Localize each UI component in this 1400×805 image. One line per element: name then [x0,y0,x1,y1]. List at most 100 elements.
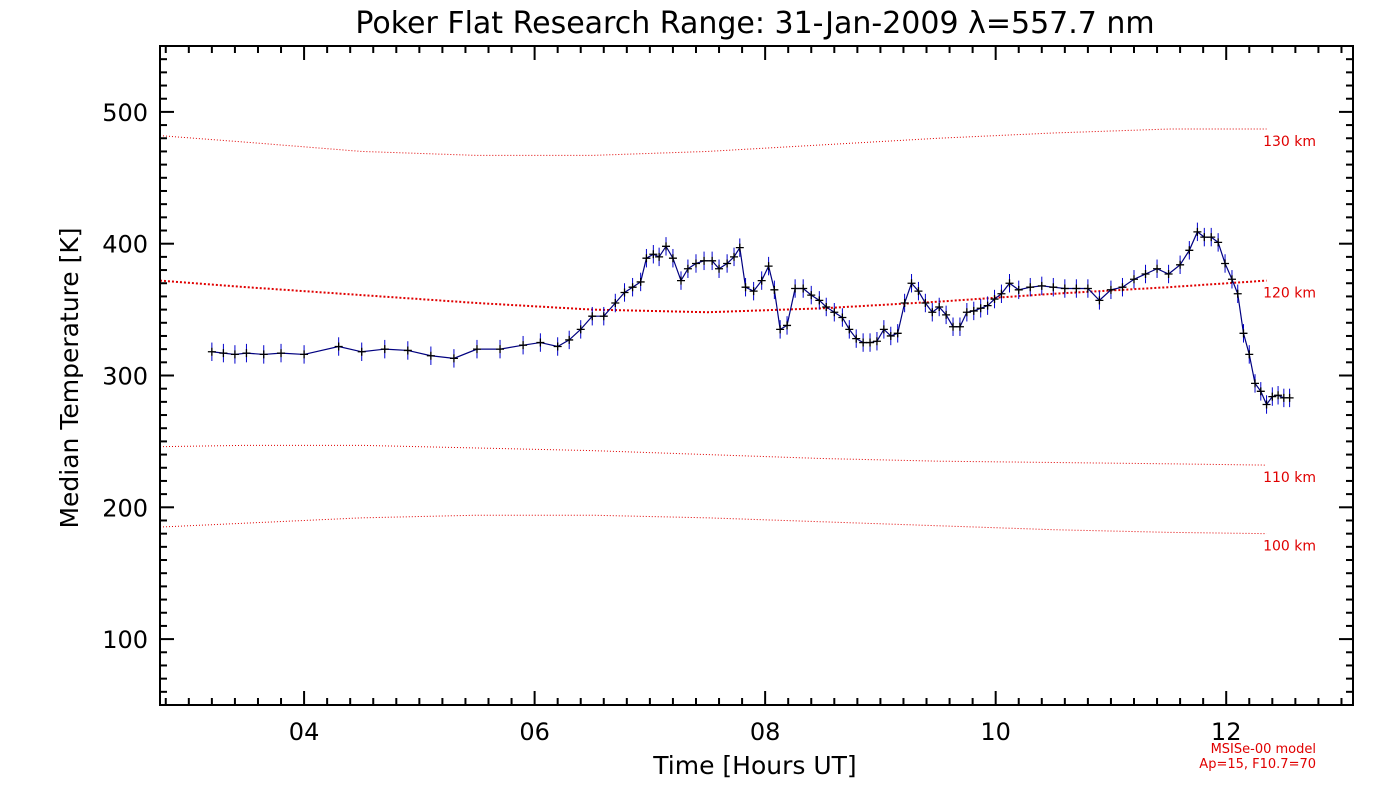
data-point [907,279,916,288]
data-point [636,277,645,286]
data-point [620,288,629,297]
data-point [799,284,808,293]
data-point [536,338,545,347]
data-point [983,301,992,310]
data-point [519,341,528,350]
data-point [1095,296,1104,305]
data-point [735,243,744,252]
data-point [886,331,895,340]
data-point [1037,281,1046,290]
data-point [976,304,985,313]
data-point [866,338,875,347]
data-point [872,337,881,346]
model-curves [159,128,1267,535]
model-label: 120 km [1263,286,1316,302]
y-tick-label: 300 [102,363,148,391]
data-point [230,350,239,359]
data-point [1256,387,1265,396]
data-point [859,338,868,347]
data-point [914,287,923,296]
data-point [691,259,700,268]
data-point [426,351,435,360]
x-tick-label: 04 [289,718,320,746]
data-point [1130,275,1138,284]
data-point [334,342,343,351]
data-point [1083,284,1092,293]
data-point [879,325,888,334]
data-point [1268,392,1277,401]
data-point [496,345,505,354]
data-point [1239,329,1248,338]
data-point [1200,233,1209,242]
data-point [1118,283,1127,292]
data-point [1176,260,1185,269]
data-point [757,276,766,285]
data-point [242,349,251,358]
data-point [893,329,902,338]
data-point [1262,400,1271,409]
data-point [588,312,597,321]
data-point [683,264,692,273]
data-point [969,306,978,315]
data-point [749,287,758,296]
data-point [1049,283,1058,292]
data-point [1221,259,1230,268]
data-point [928,308,937,317]
data-point [741,283,750,292]
data-point [576,325,585,334]
data-point [403,346,412,355]
data-point [1072,284,1081,293]
data-point [259,350,268,359]
data-point [642,254,651,263]
data-point [300,350,309,359]
data-point [1026,283,1035,292]
data-point [1227,275,1236,284]
data-point [1014,285,1023,294]
data-point [822,302,831,311]
x-tick-label: 12 [1211,718,1242,746]
y-tick-label: 400 [102,231,148,259]
data-series [207,222,1294,414]
data-point [1164,270,1173,279]
data-point [990,295,999,304]
plot-frame [159,45,1354,706]
y-tick-label: 500 [102,99,148,127]
model-label: 100 km [1263,539,1316,555]
data-point [472,345,481,354]
model-annotation-line1: MSISe-00 model [1211,742,1316,757]
data-point [997,289,1006,298]
axes [159,45,1354,706]
x-tick-label: 06 [519,718,550,746]
data-point [1193,227,1202,236]
data-point [1060,284,1069,293]
data-point [1141,270,1150,279]
series-line [211,230,1290,406]
data-point [277,349,286,358]
data-point [730,252,739,261]
model-curve-120-km [159,279,1267,314]
data-point [791,284,800,293]
data-point [935,302,944,311]
data-point [668,254,677,263]
data-point [649,250,658,259]
data-point [655,252,664,261]
data-point [900,299,909,308]
x-tick-label: 08 [750,718,781,746]
data-point [770,285,779,294]
y-axis-label: Median Temperature [K] [55,227,84,528]
data-point [949,322,958,331]
data-point [219,349,228,358]
data-point [1153,264,1162,273]
data-point [611,299,620,308]
data-point [807,291,816,300]
x-tick-label: 10 [980,718,1011,746]
data-point [1251,379,1260,388]
data-point [845,325,854,334]
data-point [1005,279,1014,288]
data-point [715,264,724,273]
data-point [677,276,686,285]
data-point [1233,289,1242,298]
data-point [852,334,861,343]
data-point [962,308,971,317]
